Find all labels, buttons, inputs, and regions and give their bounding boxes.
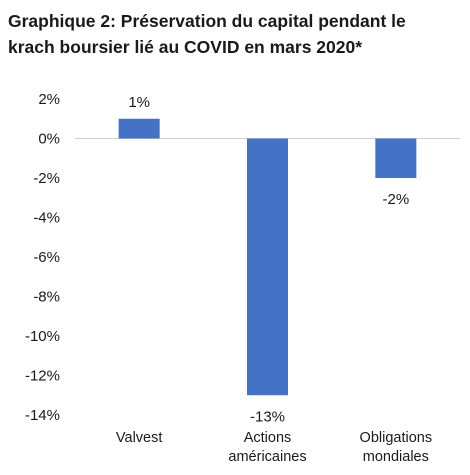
data-label: -13%: [250, 408, 285, 425]
x-category-label: Valvest: [116, 430, 162, 446]
data-label: -2%: [382, 191, 409, 208]
y-tick-label: 2%: [38, 91, 60, 108]
x-category-label: mondiales: [363, 449, 429, 465]
data-label: 1%: [128, 94, 150, 111]
x-category-label: américaines: [228, 449, 306, 465]
chart-title: Graphique 2: Préservation du capital pen…: [8, 8, 466, 60]
chart-title-line-1: Graphique 2: Préservation du capital pen…: [8, 11, 406, 31]
bar: [375, 138, 417, 178]
y-tick-label: -6%: [33, 249, 60, 266]
y-tick-label: -8%: [33, 289, 60, 306]
y-tick-label: -4%: [33, 210, 60, 227]
chart-title-line-2: krach boursier lié au COVID en mars 2020…: [8, 37, 363, 57]
x-category-label: Actions: [244, 430, 292, 446]
y-tick-label: -14%: [25, 407, 60, 424]
bar: [247, 138, 288, 396]
x-category-label: Obligations: [360, 430, 433, 446]
y-tick-label: -12%: [25, 368, 60, 385]
y-tick-label: 0%: [38, 131, 60, 148]
y-tick-label: -10%: [25, 328, 60, 345]
bar: [118, 118, 160, 139]
y-tick-label: -2%: [33, 170, 60, 187]
